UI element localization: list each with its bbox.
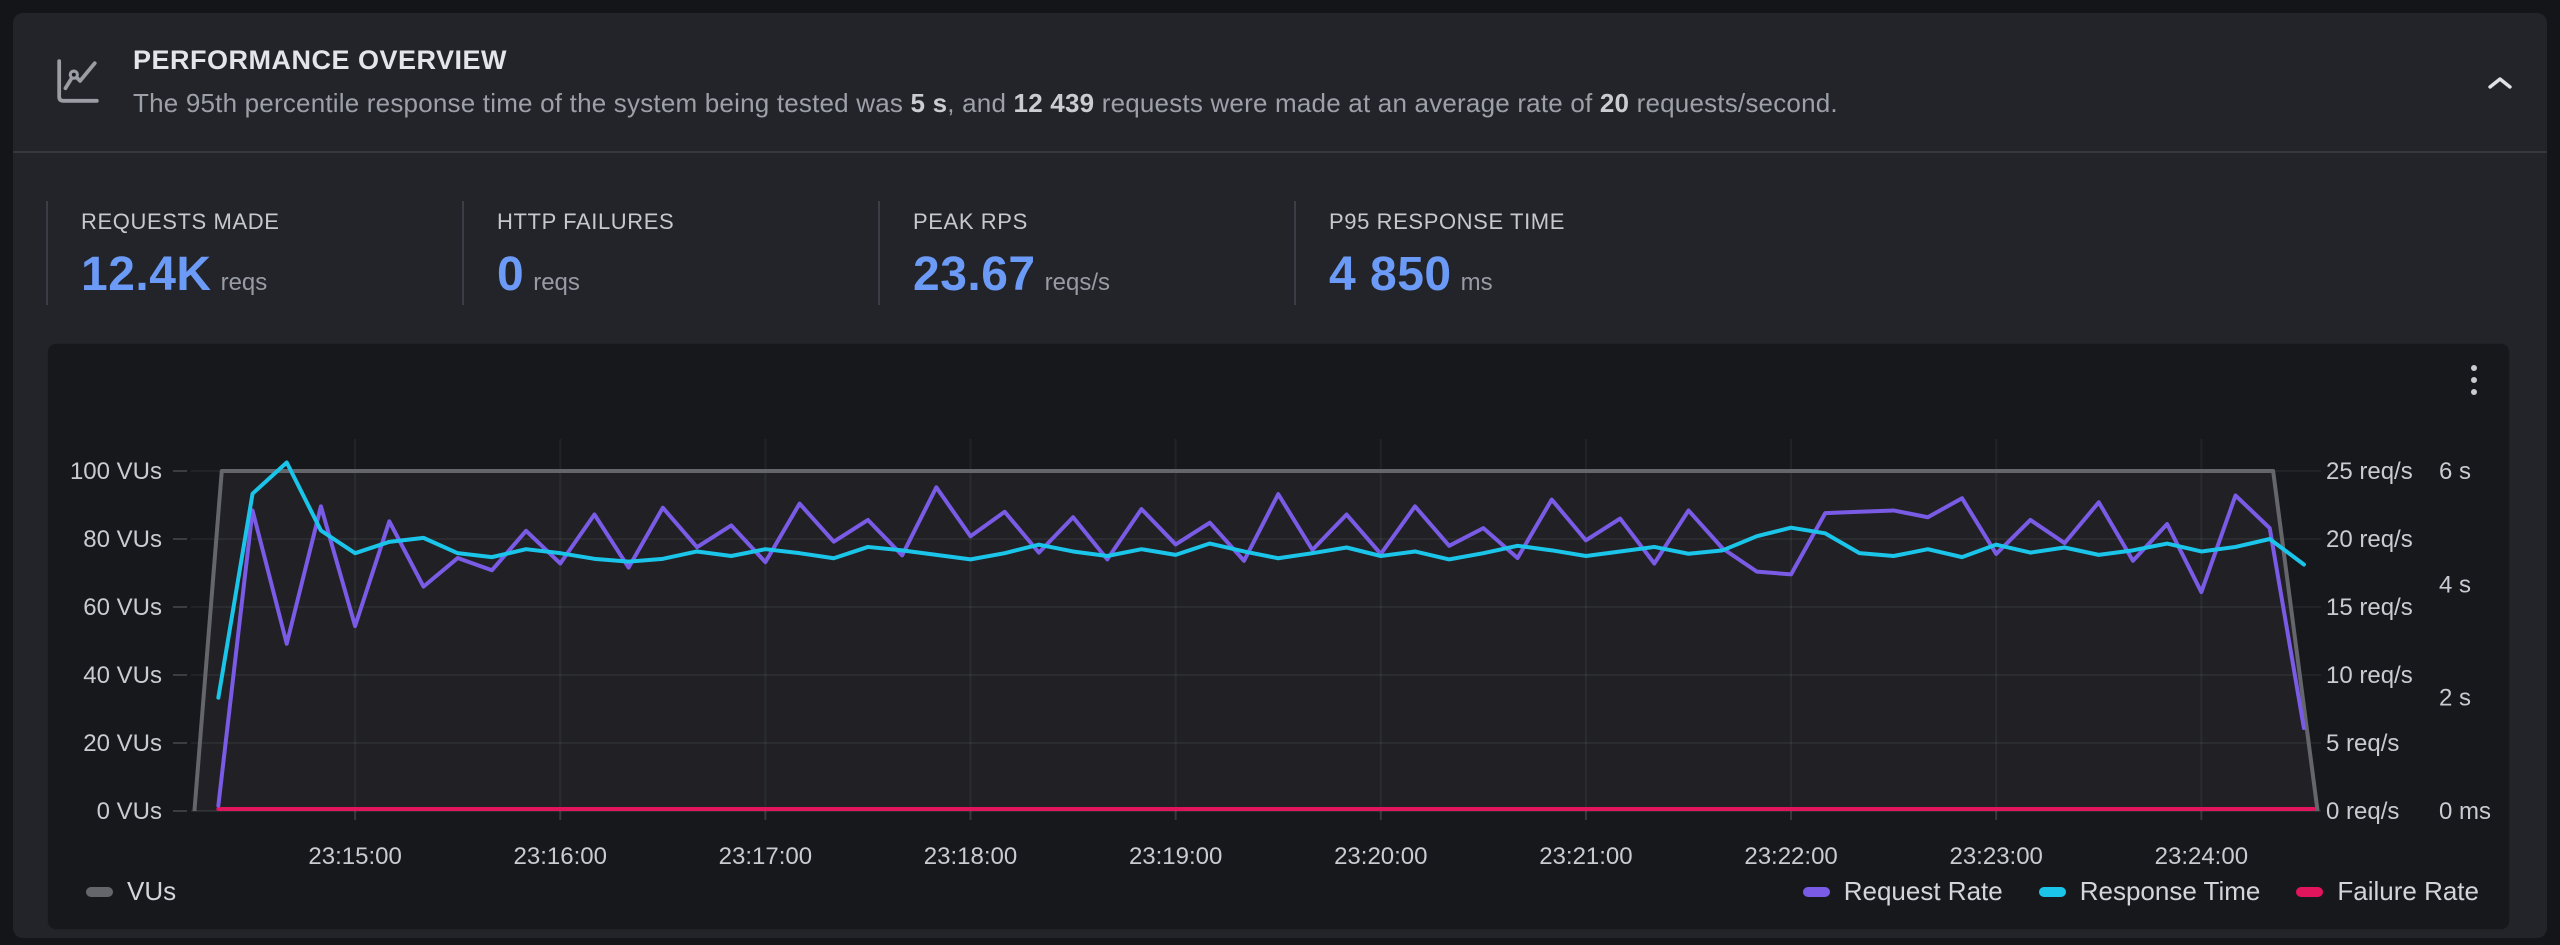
stat-label: P95 RESPONSE TIME	[1329, 209, 1565, 234]
stat-unit: reqs/s	[1044, 269, 1110, 296]
stat-value: 4 850	[1329, 248, 1452, 301]
panel-header: PERFORMANCE OVERVIEW The 95th percentile…	[13, 13, 2547, 153]
stat-http-failures: HTTP FAILURES 0 reqs	[462, 201, 878, 305]
kebab-dot	[2471, 365, 2477, 371]
request-rate-swatch	[1802, 886, 1830, 897]
failure-rate-swatch	[2296, 886, 2324, 897]
svg-text:23:22:00: 23:22:00	[1744, 843, 1837, 870]
stat-requests-made: REQUESTS MADE 12.4K reqs	[46, 201, 462, 305]
legend-item-response-time[interactable]: Response Time	[2038, 876, 2260, 907]
svg-text:20 req/s: 20 req/s	[2326, 526, 2413, 553]
svg-text:25 req/s: 25 req/s	[2326, 458, 2413, 485]
stat-p95-response-time: P95 RESPONSE TIME 4 850 ms	[1294, 201, 1710, 305]
svg-text:23:17:00: 23:17:00	[719, 843, 812, 870]
svg-text:23:24:00: 23:24:00	[2155, 843, 2248, 870]
svg-text:10 req/s: 10 req/s	[2326, 662, 2413, 689]
stat-value: 23.67	[913, 248, 1036, 301]
chevron-up-icon	[2488, 77, 2512, 89]
chart-legend: VUs Request Rate Response Time Failure R…	[86, 876, 2479, 907]
svg-text:4 s: 4 s	[2439, 571, 2471, 598]
response-time-swatch	[2038, 886, 2066, 897]
legend-item-vus[interactable]: VUs	[86, 876, 176, 907]
svg-text:80 VUs: 80 VUs	[83, 526, 162, 553]
legend-item-failure-rate[interactable]: Failure Rate	[2296, 876, 2479, 907]
svg-text:23:18:00: 23:18:00	[924, 843, 1017, 870]
svg-text:0 ms: 0 ms	[2439, 798, 2491, 825]
summary-text: The 95th percentile response time of the…	[133, 88, 1838, 118]
svg-text:23:20:00: 23:20:00	[1334, 843, 1427, 870]
stat-unit: ms	[1460, 269, 1493, 296]
svg-text:23:23:00: 23:23:00	[1949, 843, 2042, 870]
performance-chart-panel: 23:15:00 23:16:00 23:17:00 23:18:00 23:19:00…	[47, 343, 2510, 930]
vus-swatch	[86, 886, 113, 897]
legend-item-request-rate[interactable]: Request Rate	[1802, 876, 2003, 907]
stat-label: HTTP FAILURES	[497, 209, 675, 234]
time-series-chart[interactable]: 23:15:00 23:16:00 23:17:00 23:18:00 23:19:00…	[48, 344, 2511, 931]
chart-line-icon	[57, 59, 99, 103]
svg-text:6 s: 6 s	[2439, 458, 2471, 485]
kebab-dot	[2471, 389, 2477, 395]
stat-value: 12.4K	[81, 248, 212, 301]
svg-text:40 VUs: 40 VUs	[83, 662, 162, 689]
svg-text:23:15:00: 23:15:00	[308, 843, 401, 870]
stat-unit: reqs	[220, 269, 268, 296]
chart-menu-button[interactable]	[2461, 360, 2487, 400]
collapse-panel-button[interactable]	[2483, 68, 2517, 98]
stat-label: REQUESTS MADE	[81, 209, 280, 234]
svg-text:20 VUs: 20 VUs	[83, 730, 162, 757]
stat-label: PEAK RPS	[913, 209, 1028, 234]
svg-text:5 req/s: 5 req/s	[2326, 730, 2399, 757]
svg-text:60 VUs: 60 VUs	[83, 594, 162, 621]
stat-unit: reqs	[533, 269, 580, 296]
kebab-dot	[2471, 377, 2477, 383]
svg-text:23:16:00: 23:16:00	[514, 843, 607, 870]
performance-overview-card: PERFORMANCE OVERVIEW The 95th percentile…	[13, 13, 2547, 938]
svg-text:23:21:00: 23:21:00	[1539, 843, 1632, 870]
stat-peak-rps: PEAK RPS 23.67 reqs/s	[878, 201, 1294, 305]
page-title: PERFORMANCE OVERVIEW	[133, 45, 508, 75]
svg-text:0 VUs: 0 VUs	[97, 798, 162, 825]
svg-text:100 VUs: 100 VUs	[70, 458, 162, 485]
stat-value: 0	[497, 248, 525, 301]
svg-text:2 s: 2 s	[2439, 685, 2471, 712]
svg-text:23:19:00: 23:19:00	[1129, 843, 1222, 870]
svg-text:0 req/s: 0 req/s	[2326, 798, 2399, 825]
svg-text:15 req/s: 15 req/s	[2326, 594, 2413, 621]
